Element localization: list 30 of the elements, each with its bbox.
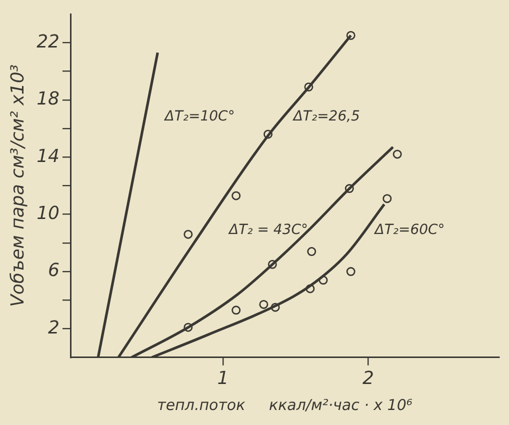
annotation: ΔT₂=10C° [164,108,235,125]
point [268,260,277,269]
x-axis-title: тепл.поток ккал/м²·час · x 10⁶ [157,396,412,414]
point [307,247,316,256]
point [382,194,392,204]
y-tick-label: 10 [36,202,60,224]
point [346,267,356,276]
y-tick-label: 2 [48,317,60,338]
point [259,300,268,309]
y-tick-label: 14 [36,146,60,167]
x-tick-label: 1 [217,368,229,389]
point [306,284,315,294]
point [232,191,241,200]
point [392,150,402,159]
y-tick-label: 6 [48,260,60,282]
point [270,302,280,312]
point [318,276,328,285]
point [344,184,354,194]
point [184,322,193,332]
annotation: ΔT₂=60C° [374,222,445,238]
y-tick-label: 22 [36,31,60,52]
point [346,30,356,40]
annotation: ΔT₂ = 43C° [228,222,308,238]
y-axis-title: Vобъем пара см³/см² x10³ [7,64,28,307]
y-tick-label: 18 [36,88,60,110]
point [264,130,273,139]
point [184,230,193,239]
annotation: ΔT₂=26,5 [292,108,360,125]
point [304,82,314,92]
point [232,306,241,315]
